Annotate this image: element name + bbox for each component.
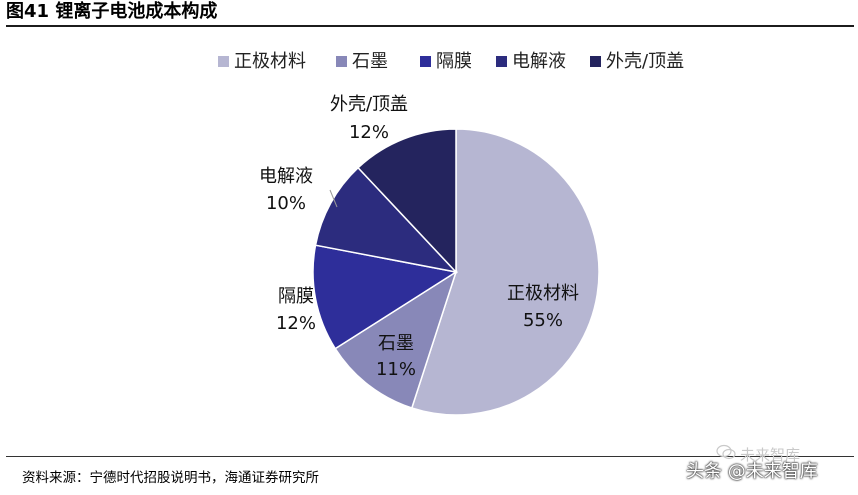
slice-value-label-4: 12% bbox=[349, 122, 389, 143]
pie-chart: 正极材料 石墨 隔膜 电解液 外壳/顶盖 正极材料55%石墨11%隔膜12%电解液10%… bbox=[218, 51, 684, 416]
slice-value-label-3: 10% bbox=[266, 193, 306, 214]
legend-label-2: 隔膜 bbox=[436, 51, 472, 72]
legend-swatch-4 bbox=[590, 56, 601, 67]
slice-category-label-0: 正极材料 bbox=[507, 283, 579, 304]
leader-lines bbox=[329, 189, 338, 208]
pie-slices bbox=[312, 128, 600, 416]
pie-slice-1 bbox=[334, 270, 458, 409]
leader-line-3 bbox=[329, 189, 338, 208]
watermark-logo-icon bbox=[716, 444, 736, 460]
legend-swatch-0 bbox=[218, 56, 229, 67]
legend-swatch-1 bbox=[336, 56, 347, 67]
pie-slice-2 bbox=[312, 244, 459, 350]
pie-slice-4 bbox=[357, 128, 457, 274]
credit-text: 头条 @未来智库 bbox=[686, 461, 818, 482]
watermark-text: 未来智库 bbox=[740, 446, 801, 464]
legend-label-3: 电解液 bbox=[512, 51, 566, 72]
slice-category-label-4: 外壳/顶盖 bbox=[330, 94, 408, 115]
slice-labels: 正极材料 55% 石墨 11% 隔膜 12% 电解液 10% 外壳/顶盖 12% bbox=[259, 94, 579, 380]
figure-title: 图41 锂离子电池成本构成 bbox=[6, 1, 218, 22]
legend-label-4: 外壳/顶盖 bbox=[606, 51, 684, 72]
source-note: 资料来源：宁德时代招股说明书，海通证券研究所 bbox=[22, 470, 319, 486]
pie-slice-3 bbox=[314, 166, 459, 274]
footer-divider bbox=[6, 456, 854, 457]
legend-label-0: 正极材料 bbox=[234, 51, 306, 72]
slice-category-label-1: 石墨 bbox=[378, 333, 414, 354]
legend-label-1: 石墨 bbox=[352, 51, 388, 72]
slice-category-label-2: 隔膜 bbox=[278, 286, 314, 307]
slice-value-label-1: 11% bbox=[376, 359, 416, 380]
title-divider bbox=[6, 25, 854, 27]
slice-value-label-0: 55% bbox=[523, 310, 563, 331]
legend-swatch-2 bbox=[420, 56, 431, 67]
pie-slice-0 bbox=[410, 128, 600, 416]
pie-chart-container: 正极材料 石墨 隔膜 电解液 外壳/顶盖 正极材料 55% 石墨 11% 隔膜 12% 电解液 10%… bbox=[6, 27, 854, 455]
slice-category-label-3: 电解液 bbox=[259, 166, 313, 187]
chart-legend: 正极材料 石墨 隔膜 电解液 外壳/顶盖 bbox=[218, 51, 684, 72]
legend-swatch-3 bbox=[496, 56, 507, 67]
slice-value-label-2: 12% bbox=[276, 313, 316, 334]
